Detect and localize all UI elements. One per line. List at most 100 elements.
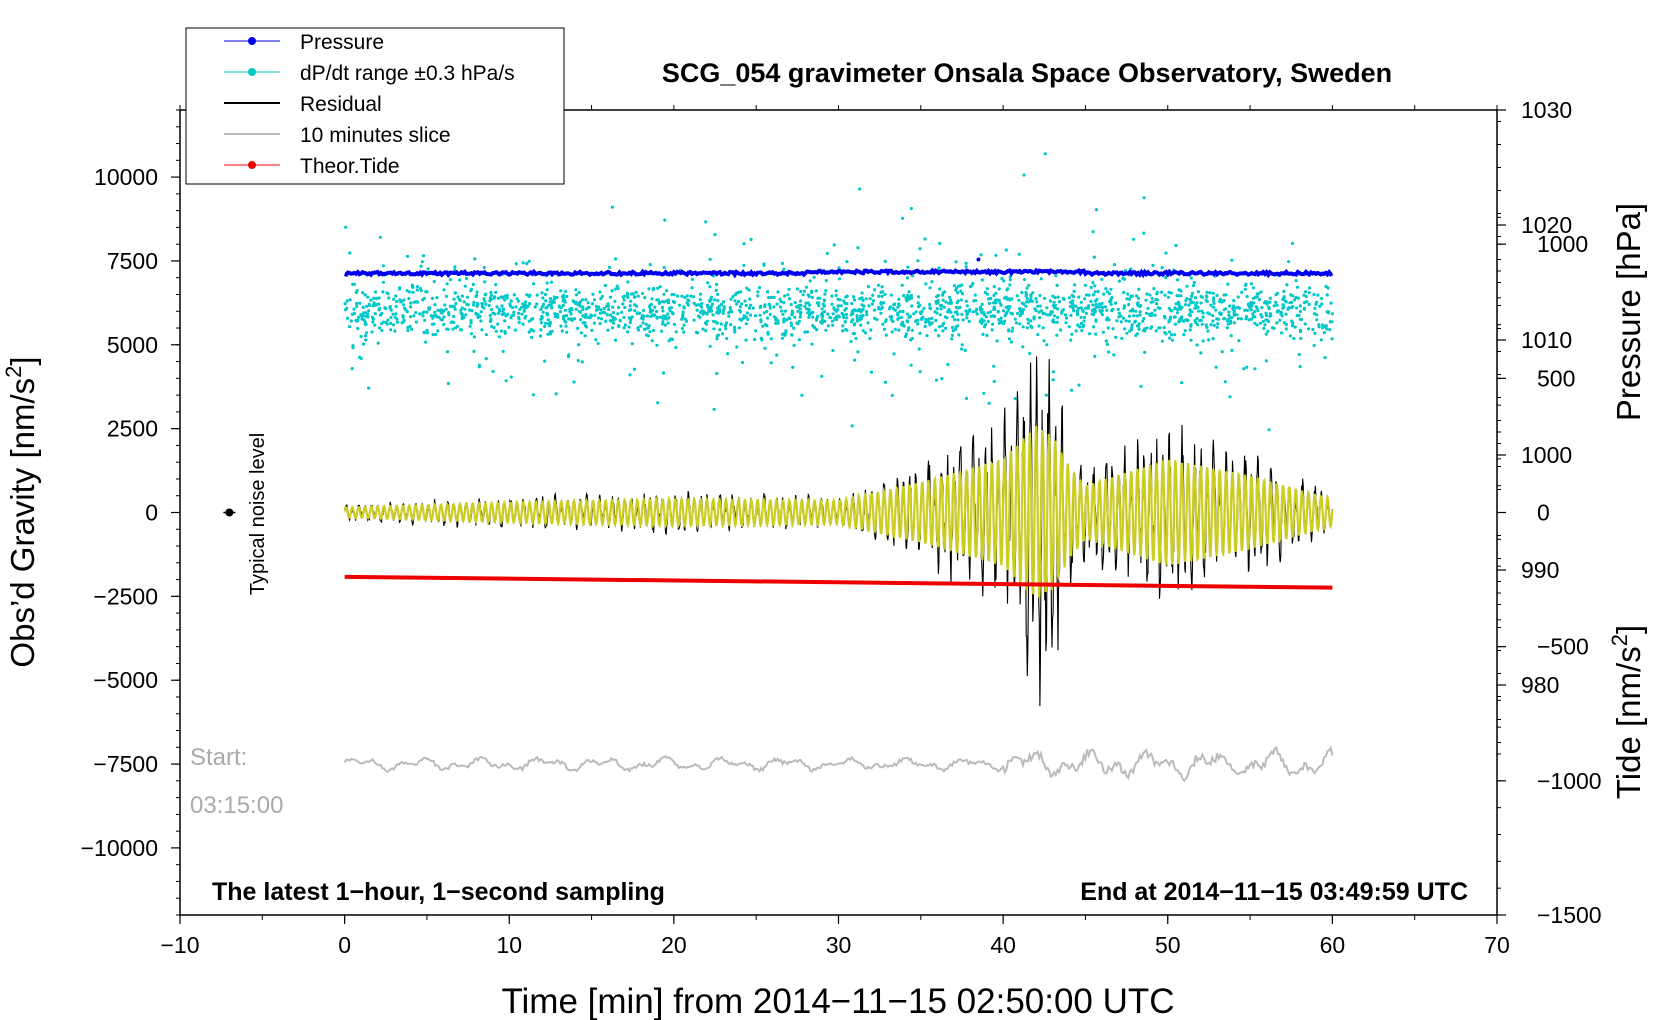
dpdt-point (1131, 237, 1136, 241)
dpdt-point (436, 308, 440, 312)
dpdt-point (811, 324, 815, 328)
tide-tick-label: −500 (1537, 634, 1589, 660)
dpdt-point (824, 289, 828, 293)
dpdt-point (505, 296, 509, 300)
dpdt-point (451, 327, 455, 331)
dpdt-point (909, 296, 914, 300)
dpdt-point (446, 381, 450, 386)
dpdt-point (988, 310, 993, 314)
dpdt-point (845, 260, 849, 264)
dpdt-point (981, 332, 985, 336)
dpdt-point (1097, 302, 1101, 306)
dpdt-point (1151, 263, 1155, 267)
dpdt-point (767, 295, 771, 300)
dpdt-point (952, 318, 957, 322)
dpdt-point (463, 307, 467, 311)
dpdt-point (1142, 196, 1146, 200)
dpdt-point (590, 302, 595, 306)
dpdt-point (581, 307, 585, 312)
dpdt-point (1150, 313, 1154, 317)
dpdt-point (576, 326, 580, 330)
dpdt-point (1223, 380, 1227, 384)
dpdt-point (785, 318, 789, 322)
dpdt-point (1180, 381, 1184, 385)
data-layer (223, 152, 1334, 782)
dpdt-point (1051, 319, 1055, 323)
dpdt-point (965, 312, 970, 316)
dpdt-point (749, 237, 753, 242)
dpdt-point (1026, 321, 1030, 325)
dpdt-point (721, 332, 725, 336)
dpdt-point (883, 259, 887, 263)
dpdt-point (890, 393, 894, 397)
dpdt-point (1330, 337, 1334, 341)
dpdt-point (496, 322, 500, 326)
dpdt-point (1025, 286, 1029, 290)
dpdt-point (763, 305, 767, 309)
tide-line (344, 574, 1333, 590)
dpdt-point (952, 284, 957, 288)
dpdt-point (820, 307, 824, 311)
dpdt-point (1130, 294, 1134, 298)
dpdt-point (815, 317, 819, 321)
dpdt-point (1079, 300, 1083, 304)
dpdt-point (1079, 306, 1083, 310)
dpdt-point (1013, 397, 1017, 401)
dpdt-point (576, 359, 580, 363)
dpdt-point (820, 312, 824, 317)
dpdt-point (1170, 333, 1174, 337)
dpdt-point (680, 294, 684, 298)
dpdt-point (628, 373, 632, 377)
dpdt-point (745, 311, 749, 315)
dpdt-point (442, 288, 446, 292)
dpdt-point (681, 310, 685, 314)
dpdt-point (1115, 319, 1119, 323)
dpdt-point (1272, 304, 1276, 308)
dpdt-point (810, 342, 814, 346)
dpdt-point (733, 293, 737, 297)
dpdt-point (1177, 302, 1181, 306)
dpdt-point (1071, 303, 1075, 307)
dpdt-point (1236, 317, 1240, 321)
dpdt-point (1231, 307, 1235, 311)
pressure-tick-label: 1000 (1521, 442, 1572, 468)
dpdt-point (747, 306, 752, 310)
dpdt-point (363, 334, 368, 338)
dpdt-point (489, 293, 493, 297)
pressure-tick-label: 1020 (1521, 212, 1572, 238)
dpdt-point (1258, 321, 1262, 325)
dpdt-point (463, 284, 467, 288)
dpdt-point (1137, 296, 1141, 300)
dpdt-point (565, 314, 569, 318)
dpdt-point (1264, 311, 1268, 315)
dpdt-point (492, 326, 496, 330)
dpdt-point (942, 305, 946, 309)
dpdt-point (586, 301, 590, 305)
x-tick-label: 40 (990, 932, 1016, 958)
dpdt-point (480, 302, 484, 306)
dpdt-point (545, 311, 549, 315)
dpdt-point (1298, 328, 1303, 332)
dpdt-point (724, 321, 729, 325)
dpdt-point (1022, 173, 1026, 177)
dpdt-point (934, 318, 938, 323)
dpdt-point (834, 289, 838, 293)
dpdt-point (1070, 293, 1074, 297)
dpdt-point (789, 302, 793, 307)
dpdt-point (598, 322, 602, 326)
dpdt-point (1251, 315, 1256, 319)
dpdt-point (672, 300, 677, 304)
dpdt-point (739, 290, 743, 294)
dpdt-point (867, 304, 871, 308)
dpdt-point (568, 307, 572, 311)
dpdt-point (364, 338, 368, 342)
dpdt-point (1284, 322, 1288, 327)
dpdt-point (1142, 231, 1146, 235)
dpdt-point (964, 265, 968, 269)
dpdt-point (884, 318, 888, 322)
dpdt-point (956, 291, 960, 295)
dpdt-point (742, 263, 746, 267)
dpdt-point (765, 324, 769, 328)
dpdt-point (862, 304, 866, 308)
dpdt-point (1224, 307, 1228, 311)
